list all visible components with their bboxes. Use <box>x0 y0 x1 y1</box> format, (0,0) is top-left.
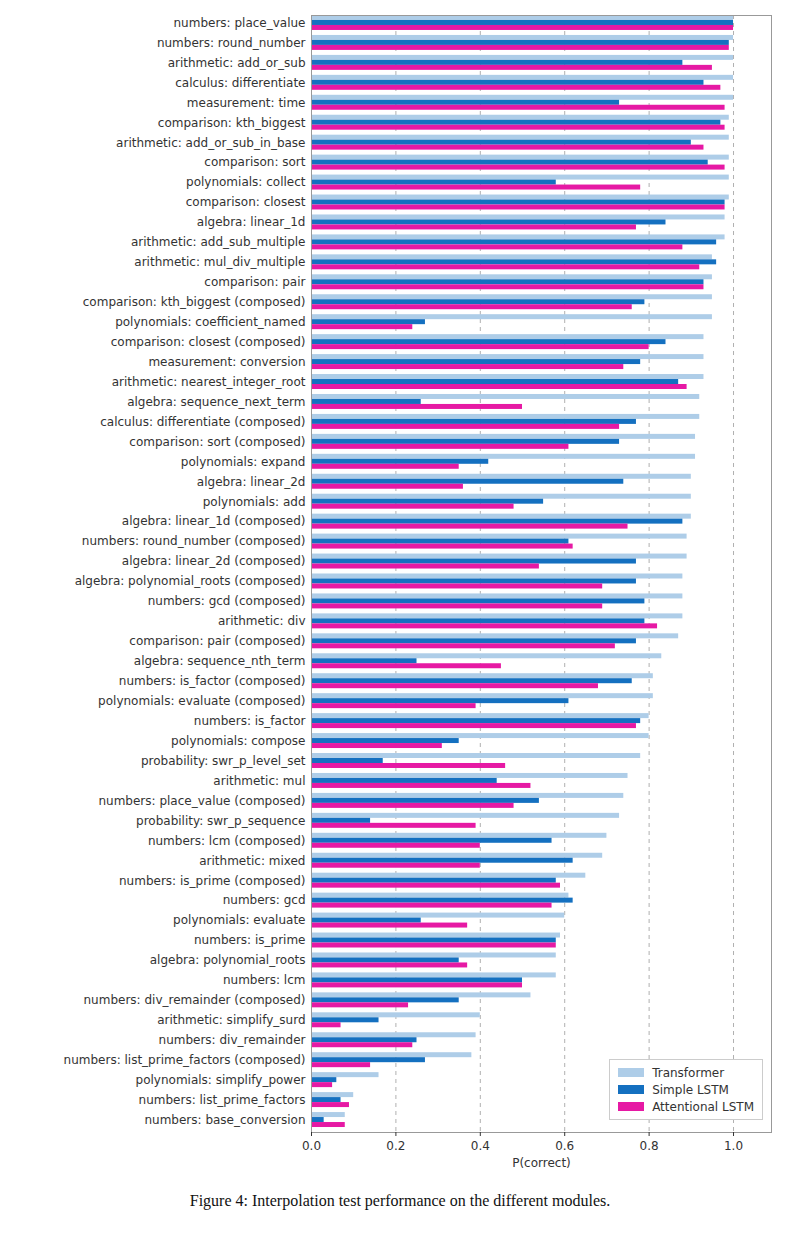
svg-text:algebra: linear_1d (composed): algebra: linear_1d (composed) <box>122 514 306 528</box>
svg-text:numbers: place_value: numbers: place_value <box>173 16 305 30</box>
svg-text:numbers: base_conversion: numbers: base_conversion <box>144 1113 305 1127</box>
svg-text:numbers: div_remainder: numbers: div_remainder <box>159 1033 306 1047</box>
svg-text:polynomials: evaluate (compose: polynomials: evaluate (composed) <box>98 694 305 708</box>
svg-text:probability: swr_p_sequence: probability: swr_p_sequence <box>136 814 305 828</box>
svg-text:arithmetic: add_sub_multiple: arithmetic: add_sub_multiple <box>131 235 306 249</box>
svg-text:arithmetic: nearest_integer_ro: arithmetic: nearest_integer_root <box>112 375 306 389</box>
svg-text:comparison: sort (composed): comparison: sort (composed) <box>129 435 305 449</box>
svg-text:algebra: polynomial_roots (com: algebra: polynomial_roots (composed) <box>75 574 306 588</box>
svg-text:numbers: list_prime_factors: numbers: list_prime_factors <box>139 1093 306 1107</box>
svg-text:arithmetic: mul_div_multiple: arithmetic: mul_div_multiple <box>134 255 305 269</box>
svg-text:numbers: is_prime (composed): numbers: is_prime (composed) <box>119 874 306 888</box>
svg-text:0.8: 0.8 <box>640 1139 659 1153</box>
svg-text:algebra: linear_2d (composed): algebra: linear_2d (composed) <box>122 554 306 568</box>
svg-text:arithmetic: div: arithmetic: div <box>218 614 306 628</box>
svg-text:comparison: sort: comparison: sort <box>204 155 305 169</box>
svg-text:polynomials: expand: polynomials: expand <box>181 455 306 469</box>
svg-text:probability: swr_p_level_set: probability: swr_p_level_set <box>141 754 306 768</box>
svg-text:comparison: pair: comparison: pair <box>204 275 305 289</box>
svg-text:arithmetic: mixed: arithmetic: mixed <box>199 854 305 868</box>
svg-text:comparison: closest (composed): comparison: closest (composed) <box>111 335 306 349</box>
svg-text:comparison: kth_biggest: comparison: kth_biggest <box>158 116 306 130</box>
svg-text:algebra: polynomial_roots: algebra: polynomial_roots <box>150 953 306 967</box>
svg-text:polynomials: evaluate: polynomials: evaluate <box>173 913 305 927</box>
svg-text:1.0: 1.0 <box>724 1139 743 1153</box>
svg-text:comparison: closest: comparison: closest <box>186 195 306 209</box>
html-text:Attentional LSTM: Attentional LSTM <box>652 1099 754 1114</box>
svg-text:arithmetic: simplify_surd: arithmetic: simplify_surd <box>157 1013 305 1027</box>
svg-text:numbers: round_number: numbers: round_number <box>157 36 306 50</box>
svg-text:numbers: is_prime: numbers: is_prime <box>194 933 306 947</box>
svg-text:calculus: differentiate (compo: calculus: differentiate (composed) <box>100 415 305 429</box>
html-text:Figure 4: Interpolation test p: Figure 4: Interpolation test performance… <box>189 1192 611 1209</box>
svg-text:measurement: time: measurement: time <box>187 96 306 110</box>
svg-text:0.0: 0.0 <box>302 1139 321 1153</box>
svg-text:arithmetic: mul: arithmetic: mul <box>213 774 305 788</box>
svg-text:comparison: kth_biggest (compo: comparison: kth_biggest (composed) <box>83 295 306 309</box>
svg-text:comparison: pair (composed): comparison: pair (composed) <box>129 634 305 648</box>
svg-text:numbers: place_value (composed: numbers: place_value (composed) <box>98 794 305 808</box>
svg-text:numbers: div_remainder (compos: numbers: div_remainder (composed) <box>84 993 306 1007</box>
svg-text:numbers: round_number (compose: numbers: round_number (composed) <box>82 534 306 548</box>
svg-text:calculus: differentiate: calculus: differentiate <box>175 76 305 90</box>
svg-text:algebra: sequence_nth_term: algebra: sequence_nth_term <box>134 654 306 668</box>
svg-text:measurement: conversion: measurement: conversion <box>148 355 305 369</box>
svg-text:algebra: linear_1d: algebra: linear_1d <box>197 215 306 229</box>
html-text:Simple LSTM: Simple LSTM <box>652 1082 729 1097</box>
svg-text:polynomials: simplify_power: polynomials: simplify_power <box>136 1073 306 1087</box>
svg-text:numbers: lcm: numbers: lcm <box>223 973 306 987</box>
svg-text:0.2: 0.2 <box>386 1139 405 1153</box>
svg-text:numbers: is_factor (composed): numbers: is_factor (composed) <box>119 674 306 688</box>
html-text:Transformer: Transformer <box>652 1065 725 1080</box>
svg-text:numbers: gcd: numbers: gcd <box>223 893 306 907</box>
svg-text:numbers: list_prime_factors (c: numbers: list_prime_factors (composed) <box>64 1053 306 1067</box>
svg-text:numbers: lcm (composed): numbers: lcm (composed) <box>148 834 306 848</box>
svg-text:arithmetic: add_or_sub: arithmetic: add_or_sub <box>168 56 306 70</box>
svg-text:polynomials: collect: polynomials: collect <box>186 175 306 189</box>
svg-text:P(correct): P(correct) <box>512 1156 571 1170</box>
svg-text:numbers: is_factor: numbers: is_factor <box>194 714 306 728</box>
svg-text:polynomials: add: polynomials: add <box>203 495 306 509</box>
svg-text:0.4: 0.4 <box>471 1139 490 1153</box>
svg-text:arithmetic: add_or_sub_in_base: arithmetic: add_or_sub_in_base <box>116 135 305 149</box>
svg-text:algebra: sequence_next_term: algebra: sequence_next_term <box>127 395 305 409</box>
svg-text:polynomials: coefficient_named: polynomials: coefficient_named <box>115 315 305 329</box>
svg-text:0.6: 0.6 <box>555 1139 574 1153</box>
svg-text:algebra: linear_2d: algebra: linear_2d <box>197 475 306 489</box>
svg-text:polynomials: compose: polynomials: compose <box>171 734 305 748</box>
svg-text:numbers: gcd (composed): numbers: gcd (composed) <box>148 594 306 608</box>
